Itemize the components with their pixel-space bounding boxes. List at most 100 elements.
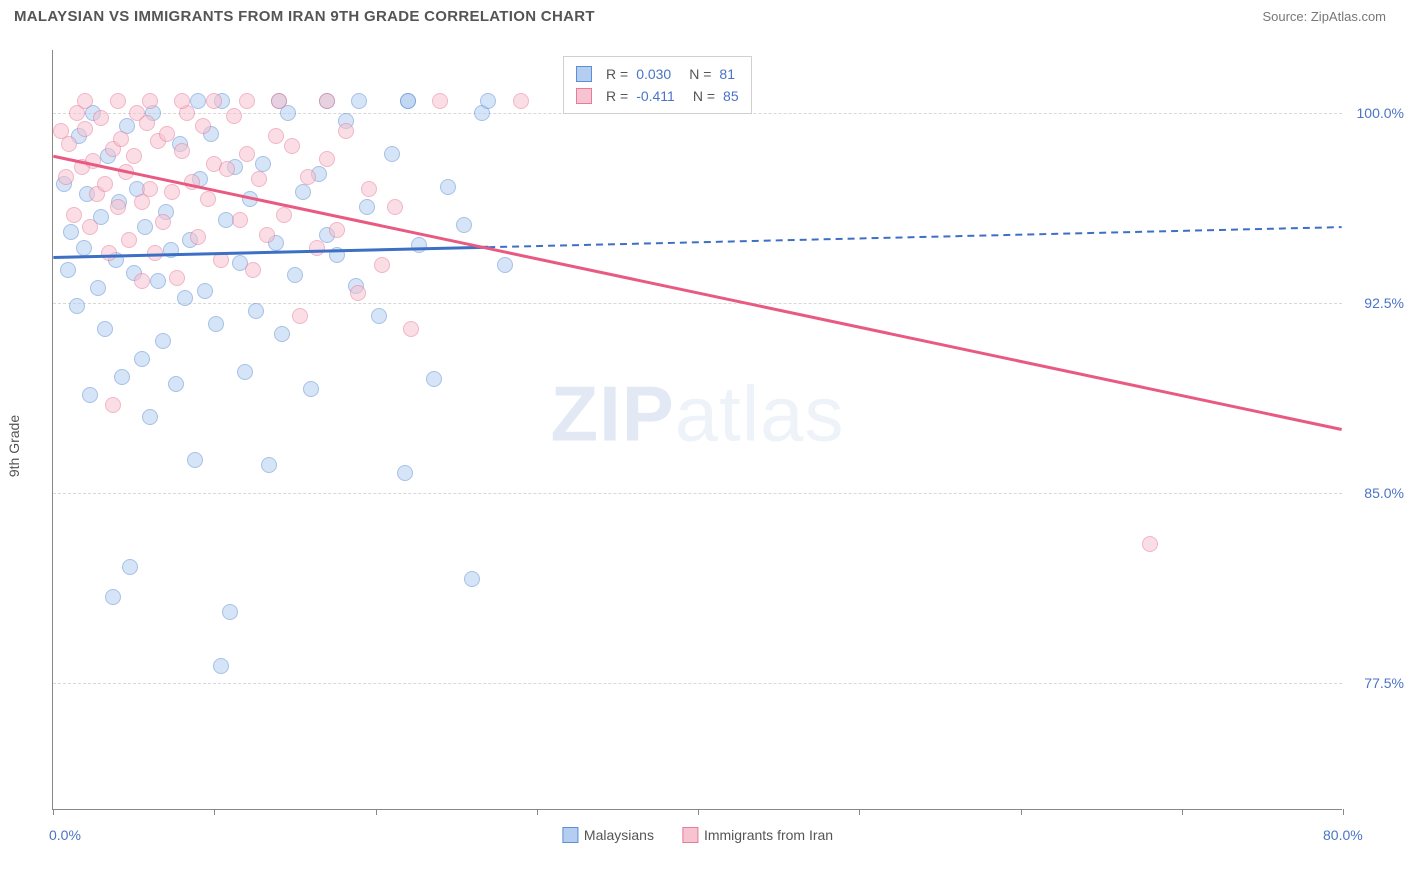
data-point	[142, 409, 158, 425]
data-point	[190, 93, 206, 109]
data-point	[245, 262, 261, 278]
data-point	[177, 290, 193, 306]
data-point	[105, 397, 121, 413]
data-point	[426, 371, 442, 387]
data-point	[222, 604, 238, 620]
x-tick	[376, 809, 377, 815]
data-point	[77, 121, 93, 137]
data-point	[295, 184, 311, 200]
legend-swatch	[576, 88, 592, 104]
y-axis-label: 9th Grade	[6, 415, 22, 477]
data-point	[329, 222, 345, 238]
correlation-row: R = -0.411N = 85	[576, 85, 739, 107]
data-point	[134, 351, 150, 367]
data-point	[63, 224, 79, 240]
x-tick	[537, 809, 538, 815]
data-point	[232, 212, 248, 228]
data-point	[114, 369, 130, 385]
data-point	[480, 93, 496, 109]
data-point	[456, 217, 472, 233]
data-point	[1142, 536, 1158, 552]
data-point	[384, 146, 400, 162]
x-tick	[1343, 809, 1344, 815]
x-tick-label: 80.0%	[1323, 827, 1363, 843]
data-point	[319, 93, 335, 109]
data-point	[122, 559, 138, 575]
data-point	[303, 381, 319, 397]
data-point	[110, 93, 126, 109]
data-point	[110, 199, 126, 215]
data-point	[118, 164, 134, 180]
legend-item: Immigrants from Iran	[682, 827, 833, 843]
data-point	[213, 658, 229, 674]
data-point	[239, 146, 255, 162]
data-point	[197, 283, 213, 299]
data-point	[60, 262, 76, 278]
data-point	[164, 184, 180, 200]
x-tick	[1021, 809, 1022, 815]
data-point	[97, 321, 113, 337]
data-point	[82, 387, 98, 403]
data-point	[163, 242, 179, 258]
data-point	[139, 115, 155, 131]
data-point	[284, 138, 300, 154]
data-point	[464, 571, 480, 587]
data-point	[292, 308, 308, 324]
data-point	[147, 245, 163, 261]
data-point	[255, 156, 271, 172]
x-tick-label: 0.0%	[49, 827, 81, 843]
x-tick	[698, 809, 699, 815]
data-point	[237, 364, 253, 380]
data-point	[242, 191, 258, 207]
data-point	[397, 465, 413, 481]
data-point	[319, 151, 335, 167]
data-point	[58, 169, 74, 185]
data-point	[432, 93, 448, 109]
data-point	[513, 93, 529, 109]
data-point	[61, 136, 77, 152]
data-point	[101, 245, 117, 261]
data-point	[93, 110, 109, 126]
chart-source: Source: ZipAtlas.com	[1262, 9, 1386, 24]
data-point	[213, 252, 229, 268]
gridline	[53, 493, 1342, 494]
data-point	[142, 181, 158, 197]
correlation-legend: R = 0.030N = 81R = -0.411N = 85	[563, 56, 752, 114]
data-point	[142, 93, 158, 109]
data-point	[85, 153, 101, 169]
data-point	[280, 105, 296, 121]
data-point	[359, 199, 375, 215]
x-tick	[1182, 809, 1183, 815]
data-point	[168, 376, 184, 392]
data-point	[66, 207, 82, 223]
data-point	[174, 93, 190, 109]
legend-swatch	[682, 827, 698, 843]
data-point	[113, 131, 129, 147]
data-point	[184, 174, 200, 190]
data-point	[226, 108, 242, 124]
x-tick	[214, 809, 215, 815]
x-tick	[53, 809, 54, 815]
data-point	[69, 298, 85, 314]
data-point	[268, 128, 284, 144]
y-tick-label: 77.5%	[1349, 675, 1404, 691]
chart-title: MALAYSIAN VS IMMIGRANTS FROM IRAN 9TH GR…	[14, 8, 595, 25]
data-point	[259, 227, 275, 243]
data-point	[350, 285, 366, 301]
data-point	[200, 191, 216, 207]
x-tick	[859, 809, 860, 815]
data-point	[274, 326, 290, 342]
data-point	[371, 308, 387, 324]
data-point	[239, 93, 255, 109]
legend-swatch	[562, 827, 578, 843]
data-point	[329, 247, 345, 263]
data-point	[174, 143, 190, 159]
data-point	[411, 237, 427, 253]
data-point	[76, 240, 92, 256]
data-point	[497, 257, 513, 273]
data-point	[190, 229, 206, 245]
data-point	[387, 199, 403, 215]
y-tick-label: 100.0%	[1349, 105, 1404, 121]
data-point	[105, 589, 121, 605]
correlation-row: R = 0.030N = 81	[576, 63, 739, 85]
